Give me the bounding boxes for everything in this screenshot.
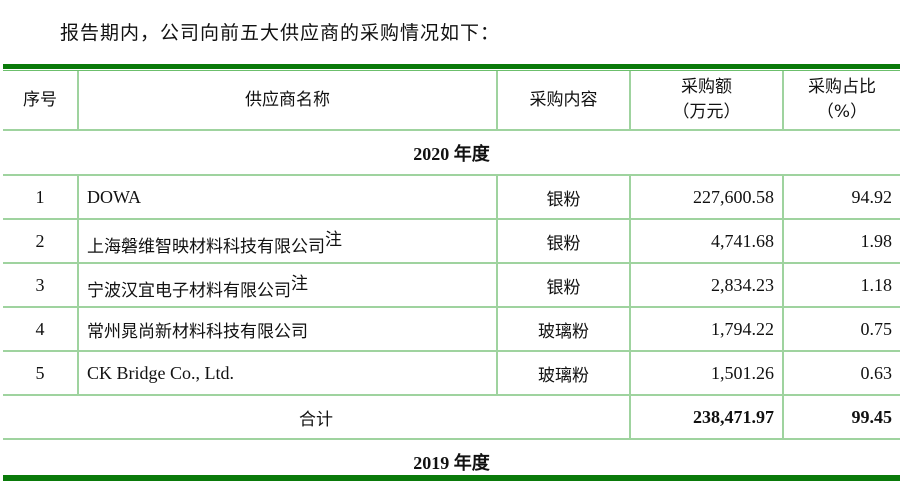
cell-name: CK Bridge Co., Ltd. <box>77 351 497 396</box>
cell-content: 玻璃粉 <box>496 351 630 396</box>
table-bottom-border <box>3 475 900 481</box>
cell-name: 常州晁尚新材料科技有限公司 <box>77 307 497 352</box>
cell-no: 3 <box>3 263 78 308</box>
table-top-border <box>3 64 900 69</box>
cell-ratio: 0.75 <box>782 307 900 352</box>
year-row-2020: 2020 年度 <box>3 130 900 176</box>
cell-ratio: 1.18 <box>782 263 900 308</box>
note-mark: 注 <box>325 230 342 250</box>
cell-amount: 1,501.26 <box>629 351 783 396</box>
supplier-table: 序号 供应商名称 采购内容 采购额（万元） 采购占比 （%） 2020 年度 1 … <box>3 71 900 483</box>
header-amount: 采购额（万元） <box>629 71 783 131</box>
total-amount: 238,471.97 <box>629 395 783 440</box>
cell-ratio: 0.63 <box>782 351 900 396</box>
cell-amount: 2,834.23 <box>629 263 783 308</box>
total-label: 合计 <box>3 395 630 440</box>
cell-no: 5 <box>3 351 78 396</box>
cell-amount: 1,794.22 <box>629 307 783 352</box>
table-top-line <box>3 70 900 71</box>
year-row-2019: 2019 年度 <box>413 452 490 473</box>
cell-name: 上海磐维智映材料科技有限公司注 <box>77 219 497 264</box>
table-row: 2 上海磐维智映材料科技有限公司注 银粉 4,741.68 1.98 <box>3 219 900 264</box>
header-amount-label: 采购额（万元） <box>672 77 741 122</box>
cell-amount: 227,600.58 <box>629 175 783 220</box>
header-no: 序号 <box>3 71 78 131</box>
table-row: 5 CK Bridge Co., Ltd. 玻璃粉 1,501.26 0.63 <box>3 351 900 396</box>
cell-ratio: 1.98 <box>782 219 900 264</box>
cell-name: 宁波汉宜电子材料有限公司注 <box>77 263 497 308</box>
cell-content: 银粉 <box>496 219 630 264</box>
cell-no: 4 <box>3 307 78 352</box>
header-ratio: 采购占比 （%） <box>782 71 900 131</box>
intro-text: 报告期内，公司向前五大供应商的采购情况如下： <box>60 22 501 44</box>
total-row: 合计 238,471.97 99.45 <box>3 395 900 440</box>
cell-content: 银粉 <box>496 175 630 220</box>
cell-no: 2 <box>3 219 78 264</box>
table-row: 4 常州晁尚新材料科技有限公司 玻璃粉 1,794.22 0.75 <box>3 307 900 352</box>
cell-name: DOWA <box>77 175 497 220</box>
table-row: 3 宁波汉宜电子材料有限公司注 银粉 2,834.23 1.18 <box>3 263 900 308</box>
cell-amount: 4,741.68 <box>629 219 783 264</box>
cell-no: 1 <box>3 175 78 220</box>
header-name: 供应商名称 <box>77 71 497 131</box>
note-mark: 注 <box>291 274 308 294</box>
header-row: 序号 供应商名称 采购内容 采购额（万元） 采购占比 （%） <box>3 71 900 131</box>
table-row: 1 DOWA 银粉 227,600.58 94.92 <box>3 175 900 220</box>
header-content: 采购内容 <box>496 71 630 131</box>
total-ratio: 99.45 <box>782 395 900 440</box>
cell-content: 玻璃粉 <box>496 307 630 352</box>
cell-content: 银粉 <box>496 263 630 308</box>
cell-ratio: 94.92 <box>782 175 900 220</box>
